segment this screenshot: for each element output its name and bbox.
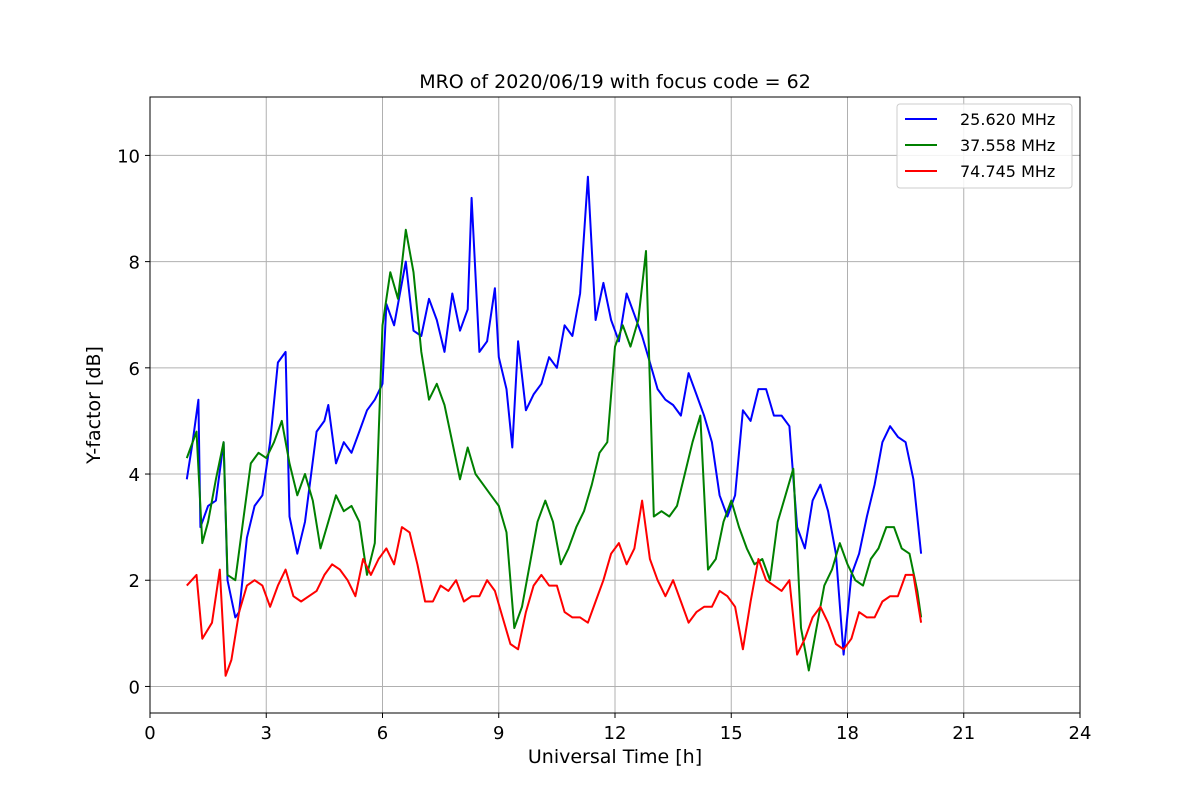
chart-title: MRO of 2020/06/19 with focus code = 62 (419, 71, 811, 93)
x-tick-label: 3 (261, 723, 272, 744)
y-axis-label: Y-factor [dB] (83, 346, 105, 465)
legend-label-74-745: 74.745 MHz (960, 162, 1055, 181)
x-tick-label: 9 (493, 723, 504, 744)
legend: 25.620 MHz 37.558 MHz 74.745 MHz (896, 103, 1073, 189)
series-lines (185, 175, 923, 677)
y-tick-label: 8 (129, 253, 140, 274)
x-tick-label: 6 (377, 723, 388, 744)
y-tick-label: 2 (129, 571, 140, 592)
legend-box (896, 103, 1073, 189)
x-tick-label: 0 (144, 723, 155, 744)
x-tick-label: 15 (720, 723, 743, 744)
y-tick-label: 6 (129, 359, 140, 380)
series-line-37-558-mhz (185, 228, 923, 672)
legend-label-37-558: 37.558 MHz (960, 136, 1055, 155)
legend-label-25-620: 25.620 MHz (960, 110, 1055, 129)
y-tick-label: 4 (129, 465, 140, 486)
x-tick-label: 12 (604, 723, 627, 744)
series-line-74-745-mhz (186, 499, 923, 677)
y-tick-label: 10 (117, 146, 140, 167)
x-tick-label: 24 (1069, 723, 1092, 744)
x-tick-label: 21 (952, 723, 975, 744)
x-tick-label: 18 (836, 723, 859, 744)
y-tick-label: 0 (129, 677, 140, 698)
x-axis-label: Universal Time [h] (528, 746, 702, 768)
